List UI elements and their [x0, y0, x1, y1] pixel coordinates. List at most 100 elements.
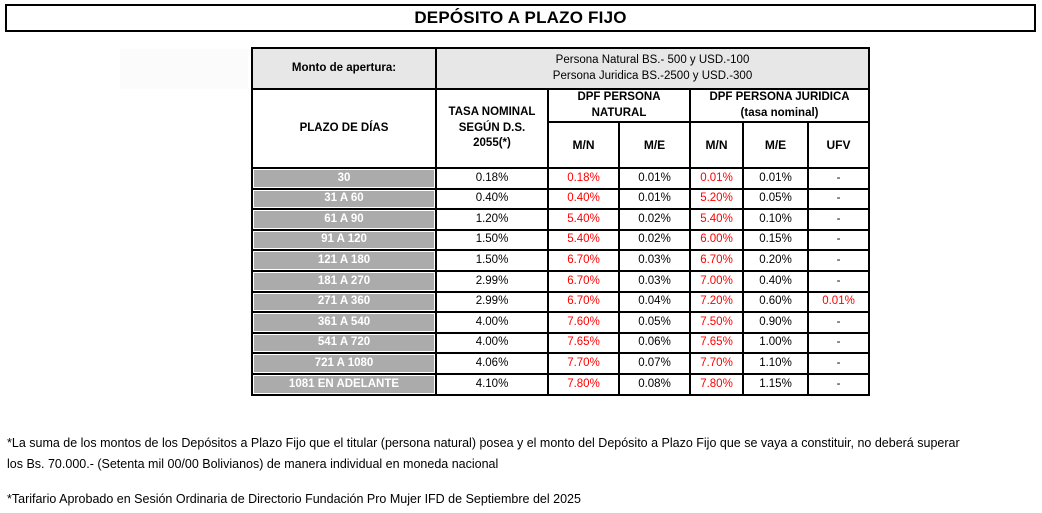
juridica-me-header: M/E [742, 121, 809, 170]
table-row: 361 A 540 4.00% 7.60% 0.05% 7.50% 0.90% - [251, 311, 871, 334]
juridica-me-cell: 1.00% [742, 331, 809, 355]
juridica-mn-cell: 7.20% [689, 290, 744, 314]
natural-mn-cell: 5.40% [547, 228, 620, 252]
ufv-cell: - [806, 352, 871, 375]
natural-mn-cell: 6.70% [547, 249, 620, 272]
juridica-mn-cell: 7.00% [689, 270, 744, 293]
juridica-mn-cell: 7.80% [689, 372, 744, 396]
dpf-persona-juridica-header: DPF PERSONA JURIDICA (tasa nominal) [688, 87, 871, 124]
tasa-nominal-cell: 4.10% [435, 372, 549, 396]
natural-mn-cell: 0.40% [547, 187, 620, 211]
scan-artifact [120, 49, 248, 89]
dpf-persona-natural-header: DPF PERSONA NATURAL [547, 87, 691, 124]
natural-me-cell: 0.02% [618, 208, 691, 231]
plazo-cell: 271 A 360 [251, 290, 437, 314]
juridica-me-cell: 0.90% [742, 311, 809, 334]
tasa-nominal-cell: 2.99% [435, 270, 549, 293]
natural-mn-cell: 6.70% [547, 270, 620, 293]
plazo-cell: 541 A 720 [251, 331, 437, 355]
ufv-cell: - [806, 167, 871, 190]
monto-apertura-label: Monto de apertura: [251, 47, 437, 90]
juridica-mn-cell: 7.50% [689, 311, 744, 334]
rates-tbody: 30 0.18% 0.18% 0.01% 0.01% 0.01% -31 A 60 0.40%… [251, 167, 871, 396]
ufv-cell: - [806, 331, 871, 355]
natural-me-cell: 0.04% [618, 290, 691, 314]
tasa-nominal-cell: 1.20% [435, 208, 549, 231]
plazo-cell: 721 A 1080 [251, 352, 437, 375]
natural-mn-cell: 5.40% [547, 208, 620, 231]
natural-me-cell: 0.03% [618, 249, 691, 272]
juridica-mn-cell: 0.01% [689, 167, 744, 190]
table-row: 271 A 360 2.99% 6.70% 0.04% 7.20% 0.60% 0.01% [251, 290, 871, 314]
natural-mn-cell: 6.70% [547, 290, 620, 314]
tasa-nominal-cell: 4.00% [435, 311, 549, 334]
natural-me-cell: 0.01% [618, 187, 691, 211]
rates-table: Monto de apertura: Persona Natural BS.- … [251, 47, 871, 396]
juridica-me-cell: 0.60% [742, 290, 809, 314]
header-row-groups: PLAZO DE DÍAS TASA NOMINAL SEGÚN D.S. 20… [251, 87, 871, 170]
plazo-cell: 121 A 180 [251, 249, 437, 272]
natural-me-header: M/E [618, 121, 691, 170]
juridica-me-cell: 0.05% [742, 187, 809, 211]
juridica-mn-cell: 7.70% [689, 352, 744, 375]
plazo-cell: 361 A 540 [251, 311, 437, 334]
natural-me-cell: 0.06% [618, 331, 691, 355]
tasa-nominal-cell: 0.40% [435, 187, 549, 211]
ufv-cell: - [806, 208, 871, 231]
juridica-me-cell: 0.40% [742, 270, 809, 293]
natural-me-cell: 0.01% [618, 167, 691, 190]
footnote-limit: *La suma de los montos de los Depósitos … [7, 436, 960, 471]
juridica-mn-cell: 7.65% [689, 331, 744, 355]
tasa-nominal-cell: 1.50% [435, 228, 549, 252]
natural-me-cell: 0.05% [618, 311, 691, 334]
natural-me-cell: 0.08% [618, 372, 691, 396]
plazo-cell: 31 A 60 [251, 187, 437, 211]
ufv-cell: - [806, 187, 871, 211]
plazo-cell: 61 A 90 [251, 208, 437, 231]
ufv-cell: - [806, 228, 871, 252]
table-row: 721 A 1080 4.06% 7.70% 0.07% 7.70% 1.10% - [251, 352, 871, 375]
juridica-me-cell: 1.10% [742, 352, 809, 375]
tasa-nominal-cell: 0.18% [435, 167, 549, 190]
juridica-me-cell: 0.10% [742, 208, 809, 231]
monto-apertura-row: Monto de apertura: Persona Natural BS.- … [251, 47, 871, 90]
juridica-me-cell: 1.15% [742, 372, 809, 396]
tasa-nominal-cell: 4.06% [435, 352, 549, 375]
plazo-cell: 181 A 270 [251, 270, 437, 293]
tasa-nominal-cell: 4.00% [435, 331, 549, 355]
natural-mn-cell: 7.60% [547, 311, 620, 334]
ufv-cell: - [806, 311, 871, 334]
natural-me-cell: 0.02% [618, 228, 691, 252]
juridica-mn-cell: 5.20% [689, 187, 744, 211]
natural-me-cell: 0.07% [618, 352, 691, 375]
plazo-cell: 1081 EN ADELANTE [251, 372, 437, 396]
natural-mn-cell: 7.70% [547, 352, 620, 375]
table-row: 541 A 720 4.00% 7.65% 0.06% 7.65% 1.00% - [251, 331, 871, 355]
juridica-mn-cell: 6.70% [689, 249, 744, 272]
ufv-cell: 0.01% [806, 290, 871, 314]
ufv-header: UFV [806, 121, 871, 170]
ufv-cell: - [806, 249, 871, 272]
table-row: 121 A 180 1.50% 6.70% 0.03% 6.70% 0.20% - [251, 249, 871, 272]
ufv-cell: - [806, 270, 871, 293]
tasa-nominal-cell: 1.50% [435, 249, 549, 272]
monto-apertura-value: Persona Natural BS.- 500 y USD.-100 Pers… [434, 47, 871, 90]
juridica-me-cell: 0.20% [742, 249, 809, 272]
natural-mn-cell: 0.18% [547, 167, 620, 190]
juridica-mn-cell: 5.40% [689, 208, 744, 231]
plazo-dias-header: PLAZO DE DÍAS [251, 87, 437, 170]
ufv-cell: - [806, 372, 871, 396]
document-title: DEPÓSITO A PLAZO FIJO [5, 4, 1036, 32]
table-row: 61 A 90 1.20% 5.40% 0.02% 5.40% 0.10% - [251, 208, 871, 231]
tasa-nominal-header: TASA NOMINAL SEGÚN D.S. 2055(*) [435, 87, 549, 170]
juridica-mn-cell: 6.00% [689, 228, 744, 252]
table-row: 1081 EN ADELANTE 4.10% 7.80% 0.08% 7.80% 1.15… [251, 372, 871, 396]
plazo-cell: 30 [251, 167, 437, 190]
juridica-mn-header: M/N [689, 121, 744, 170]
natural-mn-cell: 7.80% [547, 372, 620, 396]
header-row-currencies: M/N M/E M/N M/E UFV [252, 121, 871, 170]
document-title-text: DEPÓSITO A PLAZO FIJO [414, 8, 627, 27]
plazo-cell: 91 A 120 [251, 228, 437, 252]
natural-mn-cell: 7.65% [547, 331, 620, 355]
